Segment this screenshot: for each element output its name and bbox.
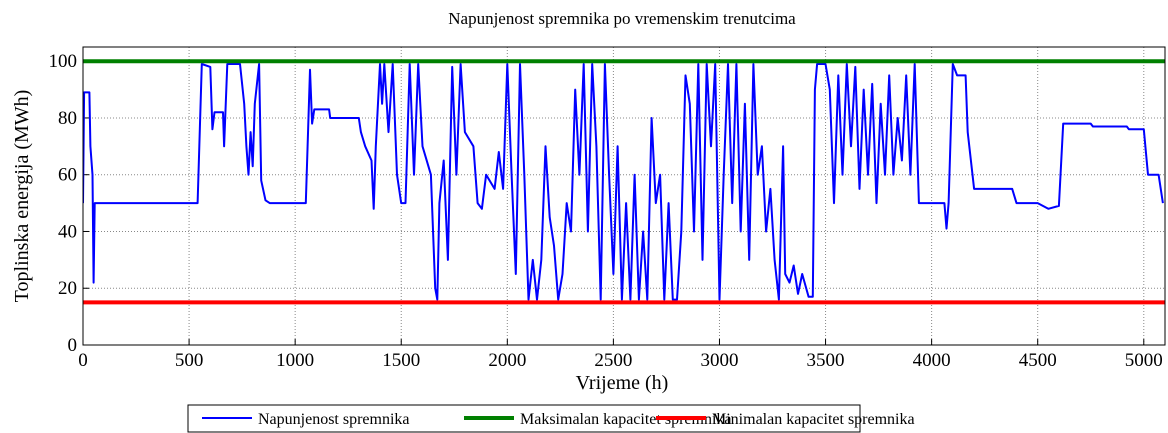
x-axis-label: Vrijeme (h) — [576, 372, 669, 394]
x-tick-label: 3000 — [700, 350, 738, 371]
data-line — [83, 63, 1164, 301]
y-tick-label: 40 — [58, 221, 77, 242]
plot-frame — [82, 46, 1166, 346]
legend-box — [187, 404, 861, 433]
y-tick-label: 0 — [68, 335, 78, 356]
x-tick-label: 2500 — [594, 350, 632, 371]
x-tick-label: 0 — [78, 350, 88, 371]
y-axis-label: Toplinska energija (MWh) — [11, 90, 33, 303]
legend-label: Napunjenost spremnika — [258, 411, 410, 428]
legend-label: Maksimalan kapacitet spremnika — [520, 411, 731, 428]
y-tick-label: 100 — [49, 51, 78, 72]
x-tick-label: 2000 — [488, 350, 526, 371]
x-tick-label: 3500 — [807, 350, 845, 371]
y-tick-label: 20 — [58, 278, 77, 299]
chart-title: Napunjenost spremnika po vremenskim tren… — [448, 9, 796, 28]
y-tick-label: 80 — [58, 108, 77, 129]
x-tick-label: 5000 — [1125, 350, 1163, 371]
x-tick-label: 1000 — [276, 350, 314, 371]
x-tick-label: 500 — [175, 350, 204, 371]
x-tick-label: 4500 — [1019, 350, 1057, 371]
x-tick-label: 1500 — [382, 350, 420, 371]
legend-label: Minimalan kapacitet spremnika — [712, 411, 915, 428]
x-tick-label: 4000 — [913, 350, 951, 371]
y-tick-label: 60 — [58, 165, 77, 186]
